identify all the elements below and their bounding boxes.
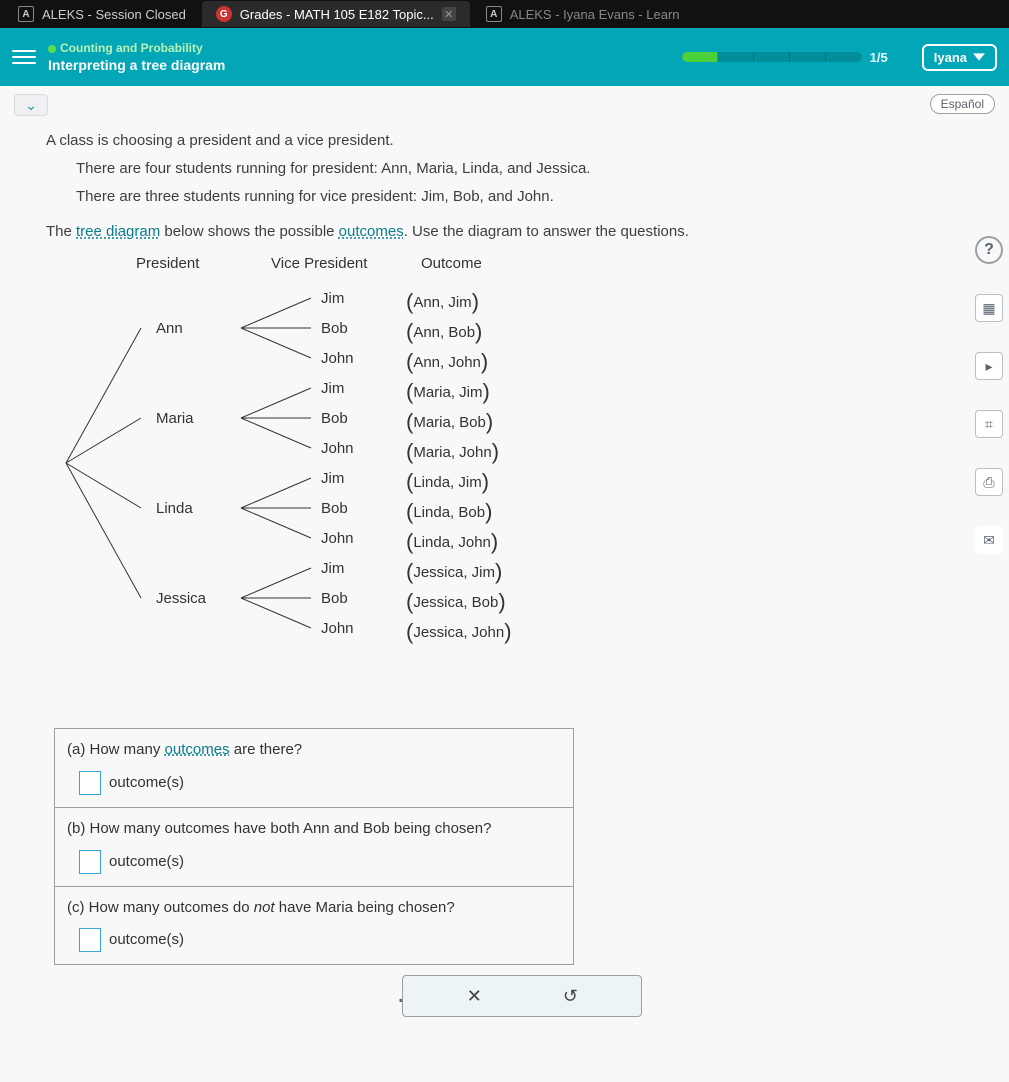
outcome-label: (Linda, Bob) (406, 496, 492, 528)
grades-icon: G (216, 6, 232, 22)
answer-input-c[interactable] (79, 928, 101, 952)
questions-box: (a) How many outcomes are there? outcome… (54, 728, 574, 965)
help-button[interactable]: ? (975, 236, 1003, 264)
header-title: Interpreting a tree diagram (48, 57, 225, 73)
problem-line-1: There are four students running for pres… (76, 158, 979, 180)
close-tab-icon[interactable]: ✕ (442, 7, 456, 21)
answer-input-a[interactable] (79, 771, 101, 795)
outcome-label: (Ann, John) (406, 346, 488, 378)
browser-tab-strip: A ALEKS - Session Closed G Grades - MATH… (0, 0, 1009, 28)
question-c: (c) How many outcomes do not have Maria … (55, 887, 573, 965)
user-menu-button[interactable]: Iyana (922, 44, 997, 71)
collapse-button[interactable]: ⌄ (14, 94, 48, 116)
vp-label: Jim (321, 378, 344, 400)
outcome-label: (Linda, Jim) (406, 466, 489, 498)
president-label: Jessica (156, 588, 206, 610)
vp-label: John (321, 438, 354, 460)
outcome-label: (Maria, John) (406, 436, 499, 468)
progress-zone: 1/5 Iyana (682, 44, 997, 71)
outcome-label: (Maria, Jim) (406, 376, 490, 408)
vp-label: John (321, 528, 354, 550)
side-tools: ? ▦ ▸ ⌗ ⎙ ✉ (975, 236, 1003, 554)
outcomes-link-2[interactable]: outcomes (165, 741, 230, 758)
tab-3-title: ALEKS - Iyana Evans - Learn (510, 7, 680, 22)
outcome-label: (Ann, Bob) (406, 316, 482, 348)
outcome-label: (Jessica, Bob) (406, 586, 506, 618)
unit-label: outcome(s) (109, 772, 184, 794)
president-label: Linda (156, 498, 193, 520)
outcome-label: (Maria, Bob) (406, 406, 493, 438)
chevron-down-icon (973, 51, 985, 63)
app-frame: Counting and Probability Interpreting a … (0, 28, 1009, 1082)
vp-label: Bob (321, 498, 348, 520)
outcome-label: (Linda, John) (406, 526, 498, 558)
tab-2-title: Grades - MATH 105 E182 Topic... (240, 7, 434, 22)
language-button[interactable]: Español (930, 94, 995, 114)
vp-label: John (321, 618, 354, 640)
president-label: Ann (156, 318, 183, 340)
problem-intro: A class is choosing a president and a vi… (46, 130, 979, 152)
print-button[interactable]: ⎙ (975, 468, 1003, 496)
question-b: (b) How many outcomes have both Ann and … (55, 808, 573, 887)
page-body: Español ⌄ A class is choosing a presiden… (0, 86, 1009, 1082)
vp-label: Jim (321, 558, 344, 580)
aleks-icon: A (18, 6, 34, 22)
tree-diagram-link[interactable]: tree diagram (76, 223, 160, 240)
unit-label: outcome(s) (109, 929, 184, 951)
progress-bar (682, 52, 862, 62)
vp-label: Jim (321, 288, 344, 310)
col-header-president: President (136, 253, 199, 275)
header-category: Counting and Probability (48, 41, 225, 55)
aleks-icon: A (486, 6, 502, 22)
answer-input-b[interactable] (79, 850, 101, 874)
vp-label: Jim (321, 468, 344, 490)
header-titles: Counting and Probability Interpreting a … (48, 41, 225, 73)
app-header: Counting and Probability Interpreting a … (0, 28, 1009, 86)
calculator-button[interactable]: ▦ (975, 294, 1003, 322)
outcomes-link[interactable]: outcomes (339, 223, 404, 240)
unit-label: outcome(s) (109, 851, 184, 873)
menu-button[interactable] (12, 46, 36, 68)
vp-label: Bob (321, 588, 348, 610)
answer-toolbar: . ✕ ↺ (402, 975, 642, 1017)
problem-line-2: There are three students running for vic… (76, 186, 979, 208)
worksheet-button[interactable]: ⌗ (975, 410, 1003, 438)
video-button[interactable]: ▸ (975, 352, 1003, 380)
outcome-label: (Ann, Jim) (406, 286, 479, 318)
tree-diagram: President Vice President Outcome Ann Jim (Ann… (46, 253, 979, 668)
vp-label: Bob (321, 318, 348, 340)
col-header-outcome: Outcome (421, 253, 482, 275)
col-header-vp: Vice President (271, 253, 367, 275)
progress-label: 1/5 (870, 50, 888, 65)
problem-instruction: The tree diagram below shows the possibl… (46, 221, 979, 243)
problem-content: A class is choosing a president and a vi… (0, 116, 1009, 1017)
president-label: Maria (156, 408, 194, 430)
mail-button[interactable]: ✉ (975, 526, 1003, 554)
vp-label: John (321, 348, 354, 370)
browser-tab-1[interactable]: A ALEKS - Session Closed (4, 1, 200, 27)
question-a: (a) How many outcomes are there? outcome… (55, 729, 573, 808)
tab-1-title: ALEKS - Session Closed (42, 7, 186, 22)
user-name: Iyana (934, 50, 967, 65)
browser-tab-3[interactable]: A ALEKS - Iyana Evans - Learn (472, 1, 694, 27)
browser-tab-2[interactable]: G Grades - MATH 105 E182 Topic... ✕ (202, 1, 470, 27)
outcome-label: (Jessica, Jim) (406, 556, 502, 588)
clear-button[interactable]: ✕ (449, 979, 500, 1013)
outcome-label: (Jessica, John) (406, 616, 512, 648)
undo-button[interactable]: ↺ (545, 979, 596, 1013)
vp-label: Bob (321, 408, 348, 430)
